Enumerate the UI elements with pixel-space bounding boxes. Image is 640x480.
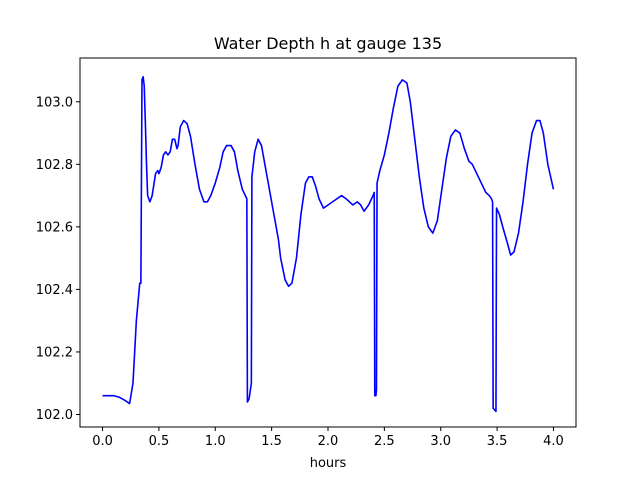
x-tick-label: 4.0 (543, 434, 564, 449)
x-tick-label: 3.5 (487, 434, 508, 449)
chart-title: Water Depth h at gauge 135 (214, 34, 442, 53)
y-tick-label: 103.0 (36, 95, 73, 110)
x-tick-label: 1.5 (261, 434, 282, 449)
x-tick-label: 2.5 (374, 434, 395, 449)
y-tick-label: 102.6 (36, 220, 73, 235)
y-tick-label: 102.8 (36, 158, 73, 173)
plot-area (102, 75, 555, 413)
x-tick-label: 0.5 (149, 434, 170, 449)
x-tick-label: 2.0 (318, 434, 339, 449)
y-tick-label: 102.4 (36, 283, 73, 298)
y-tick-label: 102.2 (36, 345, 73, 360)
x-tick-label: 3.0 (430, 434, 451, 449)
y-tick-label: 102.0 (36, 408, 73, 423)
x-tick-label: 0.0 (92, 434, 113, 449)
x-axis-label: hours (310, 456, 347, 471)
axes: 0.0 0.5 1.0 1.5 2.0 2.5 3.0 3.5 4.0 102.0 102.2 102… (36, 57, 577, 449)
x-tick-label: 1.0 (205, 434, 226, 449)
series-line-1 (102, 75, 555, 413)
